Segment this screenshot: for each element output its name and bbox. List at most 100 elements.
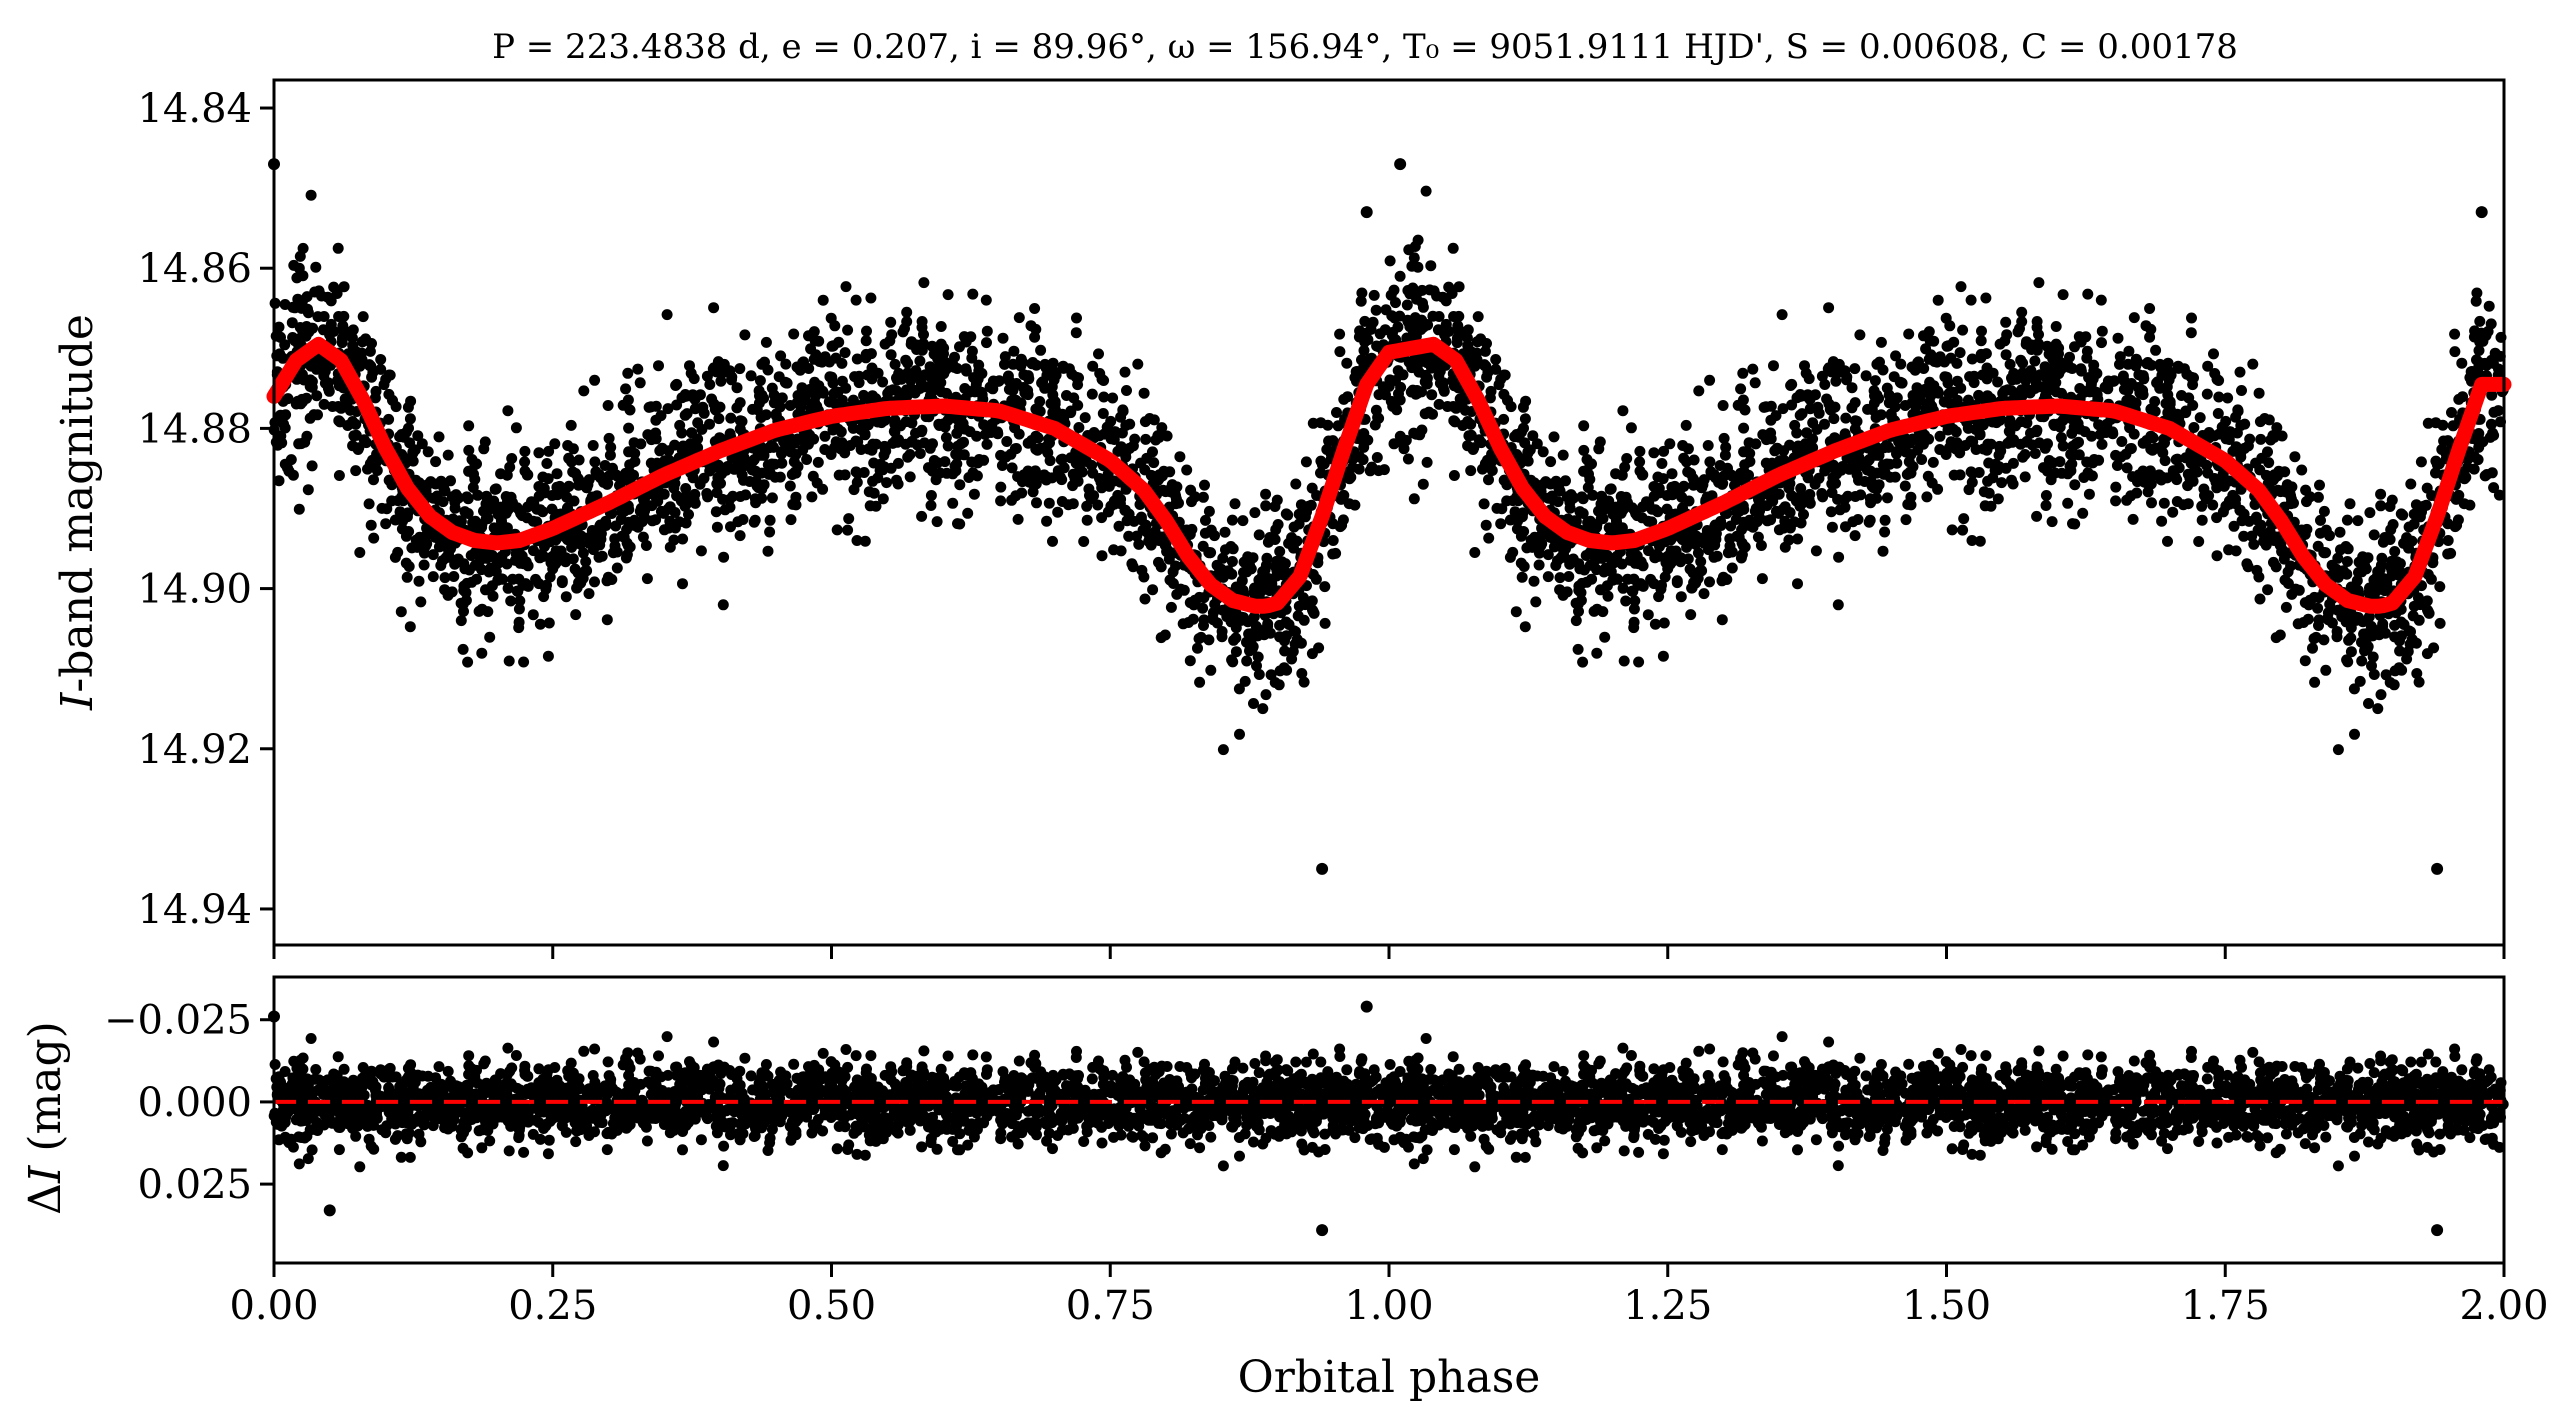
observation-point <box>1448 415 1460 427</box>
observation-point <box>352 444 364 455</box>
observation-point <box>884 335 896 347</box>
observation-point <box>764 526 776 538</box>
observation-point <box>776 448 787 460</box>
observation-point <box>2308 633 2320 645</box>
observation-point <box>2029 370 2041 382</box>
observation-point <box>2220 433 2232 445</box>
observation-point <box>997 332 1009 344</box>
observation-point <box>2161 381 2173 393</box>
observation-point <box>1107 392 1119 404</box>
observation-point <box>2128 312 2140 324</box>
observation-point <box>2074 332 2086 344</box>
observation-point <box>981 337 992 349</box>
observation-point <box>1030 323 1042 335</box>
observation-point <box>502 405 514 417</box>
observation-point <box>573 577 585 588</box>
observation-point <box>2145 430 2157 442</box>
observation-point <box>829 320 841 332</box>
observation-point <box>2230 411 2242 423</box>
observation-point <box>2375 488 2387 500</box>
observation-point <box>589 456 601 468</box>
observation-point <box>1849 363 1861 375</box>
observation-point <box>1119 504 1131 516</box>
observation-point <box>1879 467 1891 479</box>
observation-point <box>1353 463 1365 475</box>
observation-point <box>450 489 462 501</box>
observation-point <box>275 409 286 421</box>
observation-point <box>487 590 499 602</box>
observation-point <box>1065 452 1077 464</box>
observation-point <box>1582 482 1594 493</box>
observation-point <box>2077 507 2089 519</box>
observation-point <box>623 466 635 478</box>
observation-point <box>1553 482 1565 494</box>
observation-point <box>1490 363 1502 375</box>
observation-point <box>967 288 979 300</box>
observation-point <box>2167 506 2179 518</box>
observation-point <box>1560 475 1571 487</box>
observation-point <box>718 551 730 563</box>
observation-point <box>1269 501 1281 512</box>
observation-point <box>924 442 936 454</box>
observation-point <box>902 357 914 369</box>
observation-point <box>1900 514 1912 526</box>
observation-point <box>812 456 824 468</box>
observation-point <box>807 470 819 482</box>
observation-point <box>418 559 430 571</box>
observation-point <box>1098 391 1110 403</box>
observation-point <box>310 261 322 273</box>
observation-point <box>2064 351 2075 363</box>
observation-point <box>1163 484 1175 496</box>
observation-point <box>2056 467 2068 479</box>
observation-point <box>455 615 467 627</box>
observation-point <box>1740 446 1752 458</box>
observation-point <box>273 475 285 487</box>
observation-point <box>850 435 862 447</box>
observation-point <box>1433 398 1445 410</box>
observation-point <box>415 596 427 608</box>
observation-point <box>1718 432 1730 444</box>
observation-point <box>2007 478 2019 490</box>
observation-point <box>1252 651 1264 663</box>
observation-point <box>1291 633 1303 645</box>
observation-point <box>1992 376 2004 388</box>
observation-point <box>1517 401 1529 413</box>
observation-point <box>764 467 776 479</box>
top-y-axis-label-rest: -band magnitude <box>52 314 103 693</box>
observation-point <box>2253 571 2265 583</box>
observation-point <box>1394 270 1406 282</box>
observation-point <box>1744 456 1756 467</box>
observation-point <box>2167 409 2179 421</box>
observation-point <box>282 393 294 405</box>
observation-point <box>1834 504 1846 516</box>
observation-point <box>2049 353 2061 365</box>
observation-point <box>305 189 317 201</box>
observation-point <box>714 432 726 444</box>
observation-point <box>668 482 680 494</box>
observation-point <box>2380 669 2392 681</box>
observation-point <box>1132 358 1144 370</box>
observation-point <box>1649 618 1661 630</box>
observation-point <box>1358 428 1370 439</box>
observation-point <box>1079 412 1091 424</box>
observation-point <box>1675 591 1687 603</box>
observation-point <box>1408 252 1420 264</box>
observation-point <box>313 285 325 297</box>
observation-point <box>1941 340 1953 352</box>
observation-point <box>2395 616 2407 628</box>
observation-point <box>312 409 323 421</box>
observation-point <box>2364 507 2376 519</box>
observation-point <box>482 513 494 525</box>
observation-point <box>1891 448 1902 460</box>
observation-point <box>1448 311 1460 322</box>
observation-point <box>1612 573 1624 585</box>
observation-point <box>1738 422 1750 434</box>
observation-point <box>1599 631 1611 643</box>
observation-point <box>1621 453 1633 464</box>
observation-point <box>839 447 851 459</box>
observation-point <box>402 401 414 413</box>
observation-point <box>2230 441 2242 453</box>
observation-point <box>350 465 362 477</box>
observation-point <box>1786 399 1798 411</box>
observation-point <box>2434 617 2446 629</box>
